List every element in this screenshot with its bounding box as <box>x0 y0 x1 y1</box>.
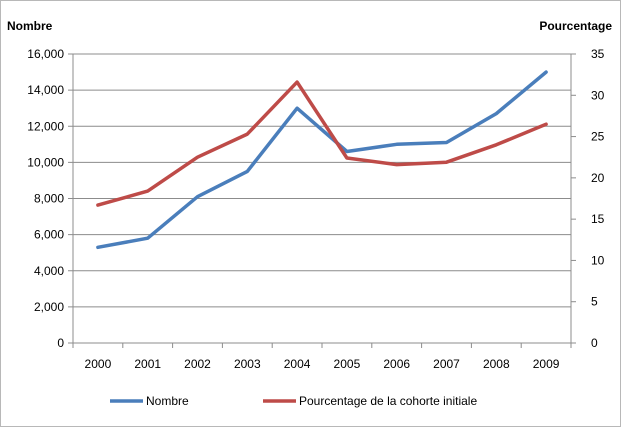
y-axis-title-right: Pourcentage <box>539 19 612 33</box>
x-tick-label: 2001 <box>134 357 161 371</box>
x-tick-label: 2000 <box>85 357 112 371</box>
y-axis-title-left: Nombre <box>7 19 53 33</box>
y-tick-label-right: 5 <box>591 295 598 309</box>
y-tick-label-left: 0 <box>57 336 64 350</box>
y-tick-label-left: 4,000 <box>34 264 64 278</box>
x-tick-label: 2004 <box>284 357 311 371</box>
series-line-pourcentage <box>96 80 548 207</box>
y-tick-label-right: 0 <box>591 336 598 350</box>
x-tick-label: 2003 <box>234 357 261 371</box>
legend-label: Pourcentage de la cohorte initiale <box>299 394 477 408</box>
series-line-nombre <box>96 70 548 250</box>
y-tick-label-left: 6,000 <box>34 228 64 242</box>
y-tick-label-left: 8,000 <box>34 192 64 206</box>
legend-label: Nombre <box>146 394 189 408</box>
y-tick-label-right: 30 <box>591 88 605 102</box>
x-tick-label: 2008 <box>483 357 510 371</box>
y-tick-label-right: 15 <box>591 212 605 226</box>
y-tick-label-left: 2,000 <box>34 300 64 314</box>
x-tick-label: 2005 <box>334 357 361 371</box>
y-tick-label-left: 12,000 <box>27 119 64 133</box>
tick-labels: 0 2,000 4,000 6,000 8,000 10,000 12,000 14,000 1… <box>27 47 604 371</box>
series-lines <box>96 70 548 250</box>
y-tick-label-right: 25 <box>591 130 605 144</box>
y-tick-label-left: 10,000 <box>27 155 64 169</box>
gridlines <box>73 53 571 308</box>
x-tick-label: 2006 <box>383 357 410 371</box>
legend: Nombre Pourcentage de la cohorte initiale <box>110 394 477 408</box>
y-tick-label-right: 10 <box>591 253 605 267</box>
x-tick-label: 2009 <box>533 357 560 371</box>
y-tick-label-right: 20 <box>591 171 605 185</box>
y-tick-label-left: 16,000 <box>27 47 64 61</box>
axes <box>68 53 576 348</box>
x-tick-label: 2007 <box>433 357 460 371</box>
y-tick-label-left: 14,000 <box>27 83 64 97</box>
y-tick-label-right: 35 <box>591 47 605 61</box>
x-tick-label: 2002 <box>184 357 211 371</box>
